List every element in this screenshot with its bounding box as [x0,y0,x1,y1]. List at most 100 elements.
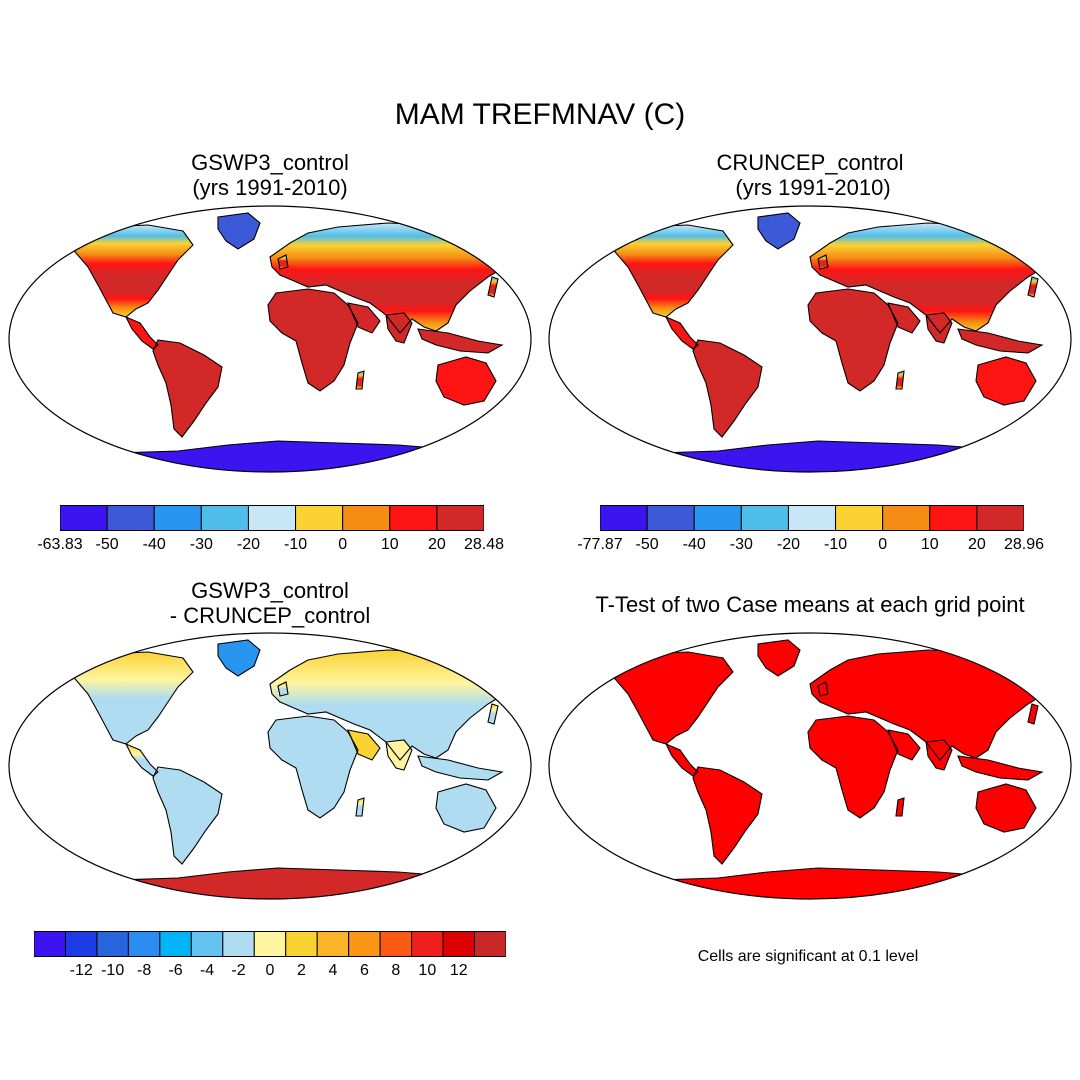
colorbar-swatch [106,505,155,531]
colorbar-tick-label: -40 [682,536,706,553]
coastline [355,797,365,817]
coastline [62,224,194,318]
colorbar-tick-label: 20 [427,536,446,553]
colorbar-tick-label: 2 [297,962,306,979]
map-border [548,632,1072,900]
map-cruncep [548,205,1072,473]
colorbar-swatch [285,931,318,957]
landmass-greenland [218,640,260,676]
colorbar-swatch [379,931,413,957]
colorbar-swatch [342,505,391,531]
colorbar-tick-label: -10 [283,536,308,553]
map-border [548,205,1072,473]
coastline [417,755,504,781]
landmass-japan [1028,704,1038,724]
coastline [1027,703,1039,725]
colorbar-swatch [600,505,648,531]
colorbar-swatch [247,505,297,531]
coastline [267,715,359,819]
landmass-australia [976,784,1036,832]
colorbar-cruncep-labels: -77.87 -50 -40 -30 -20 -10 0 10 20 28.96 [577,536,1044,556]
landmass-africa [808,716,898,818]
colorbar-swatch [787,505,837,531]
colorbar-swatch [411,931,444,957]
colorbar-tick-label: -30 [189,536,213,553]
landmass-camerica [666,744,698,776]
landmass-uk [818,255,828,269]
coastline [925,312,953,344]
colorbar-tick-label: 8 [391,962,401,979]
colorbar-swatch [436,505,484,531]
coastline [152,766,223,865]
significance-note: Cells are significant at 0.1 level [697,948,919,965]
colorbar-swatch [96,931,129,957]
landmass-eurasia [270,650,513,760]
landmass-seasia [418,756,502,780]
coastline [347,729,381,761]
landmass-seasia [418,329,502,353]
map-diff [8,632,532,900]
landmass-nz [1046,393,1056,411]
coastline [602,651,734,745]
coastline [664,742,699,777]
landmass-greenland [758,640,800,676]
colorbar-swatch [127,931,161,957]
coastline [355,370,365,390]
landmass-greenland [758,213,800,249]
colorbar-tick-label: -30 [729,536,753,553]
colorbar-tick-label: 28.48 [463,536,505,553]
coastline [417,328,504,354]
colorbar-tick-label: 0 [265,962,275,979]
colorbar-tick-label: -10 [101,962,125,979]
colorbar-tick-label: -40 [142,536,166,553]
landmass-samerica [153,340,222,437]
colorbar-swatch [316,931,350,957]
landmass-nz [506,820,516,838]
landmass-japan [488,277,498,297]
landmass-africa [268,716,358,818]
colorbar-swatch [474,931,506,957]
landmass-arabia [348,730,380,760]
colorbar-tick-label: -10 [823,536,848,553]
coastline [435,783,497,833]
landmass-greenland [218,213,260,249]
coastline [277,681,289,697]
landmass-namerica [603,225,733,317]
landmass-nz [1046,820,1056,838]
coastline [692,339,763,438]
panel-title-gswp3: GSWP3_control (yrs 1991-2010) [191,150,349,200]
colorbar-tick-label: -77.87 [577,536,623,553]
colorbar-swatch [222,931,255,957]
coastline [277,254,289,270]
colorbar-tick-label: 0 [878,536,888,553]
colorbar-tick-label: 12 [449,962,468,979]
colorbar-diff [34,931,506,957]
colorbar-tick-label: -20 [776,536,800,553]
coastline [757,212,801,250]
landmass-japan [488,704,498,724]
coastline [62,651,194,745]
landmass-africa [808,289,898,391]
coastline [1045,392,1057,412]
coastline [487,276,499,298]
colorbar-diff-labels: -12 -10 -8 -6 -4 -2 0 2 4 6 8 10 12 [34,962,506,982]
colorbar-tick-label: 10 [418,962,437,979]
landmass-camerica [126,317,158,349]
colorbar-swatch [976,505,1024,531]
landmass-uk [278,255,288,269]
landmass-eurasia [270,223,513,333]
landmass-uk [818,682,828,696]
colorbar-swatch [295,505,344,531]
coastline [664,315,699,350]
coastline [124,315,159,350]
landmass-namerica [63,225,193,317]
coastline [1027,276,1039,298]
coastline [895,797,905,817]
landmass-africa [268,289,358,391]
coastline [1045,819,1057,839]
colorbar-tick-label: -6 [168,962,183,979]
coastline [267,288,359,392]
panel-title-cruncep: CRUNCEP_control (yrs 1991-2010) [716,150,904,200]
coastline [217,639,261,677]
coastline [602,224,734,318]
